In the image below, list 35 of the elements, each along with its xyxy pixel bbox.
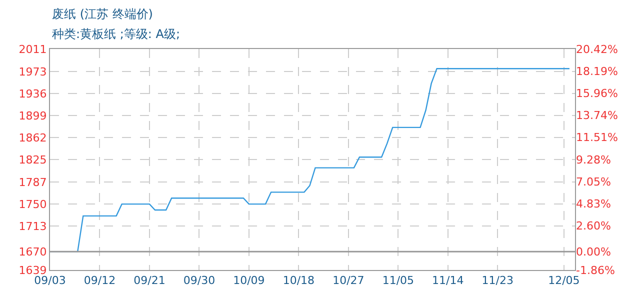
y-tick-label: 1787 bbox=[18, 176, 47, 189]
y2-tick-label: 9.28% bbox=[576, 153, 611, 166]
y2-tick-label: 0.00% bbox=[576, 245, 611, 258]
x-tick-label: 11/14 bbox=[432, 274, 464, 288]
x-tick-label: 11/05 bbox=[382, 274, 414, 288]
x-tick-label: 09/30 bbox=[183, 274, 216, 288]
y-tick-label: 1750 bbox=[18, 198, 47, 211]
y-tick-label: 1670 bbox=[18, 245, 47, 258]
y2-tick-label: 18.19% bbox=[576, 64, 618, 78]
y-tick-label: 1825 bbox=[18, 153, 47, 166]
y-tick-label: 1639 bbox=[18, 264, 47, 277]
x-tick-label: 10/18 bbox=[282, 274, 315, 288]
y2-tick-label: 20.42% bbox=[576, 42, 618, 56]
y2-tick-label: 7.05% bbox=[576, 175, 611, 188]
y-tick-label: 1713 bbox=[18, 220, 47, 233]
y-tick-label: 1936 bbox=[18, 87, 47, 100]
x-tick-label: 10/27 bbox=[332, 274, 364, 288]
y2-tick-label: 4.83% bbox=[576, 197, 611, 210]
y2-tick-label: 13.74% bbox=[576, 109, 618, 122]
y2-tick-label: 2.60% bbox=[576, 220, 611, 233]
y-tick-label: 1862 bbox=[18, 131, 47, 144]
chart-subtitle: 种类:黄板纸 ;等级: A级; bbox=[52, 27, 180, 41]
chart-title: 废纸 (江苏 终端价) bbox=[52, 7, 153, 21]
y-tick-label: 1899 bbox=[18, 109, 47, 122]
x-tick-label: 11/23 bbox=[482, 274, 514, 288]
x-tick-label: 09/12 bbox=[84, 274, 116, 288]
y2-tick-label: 15.96% bbox=[576, 87, 618, 100]
x-tick-label: 09/03 bbox=[34, 274, 66, 288]
y2-tick-label: -1.86% bbox=[576, 264, 615, 277]
x-tick-label: 12/05 bbox=[548, 274, 580, 288]
y2-tick-label: 11.51% bbox=[576, 131, 618, 144]
x-tick-label: 10/09 bbox=[233, 274, 265, 288]
y-tick-label: 2011 bbox=[18, 42, 47, 56]
y-tick-label: 1973 bbox=[18, 65, 47, 78]
x-tick-label: 09/21 bbox=[134, 274, 166, 288]
